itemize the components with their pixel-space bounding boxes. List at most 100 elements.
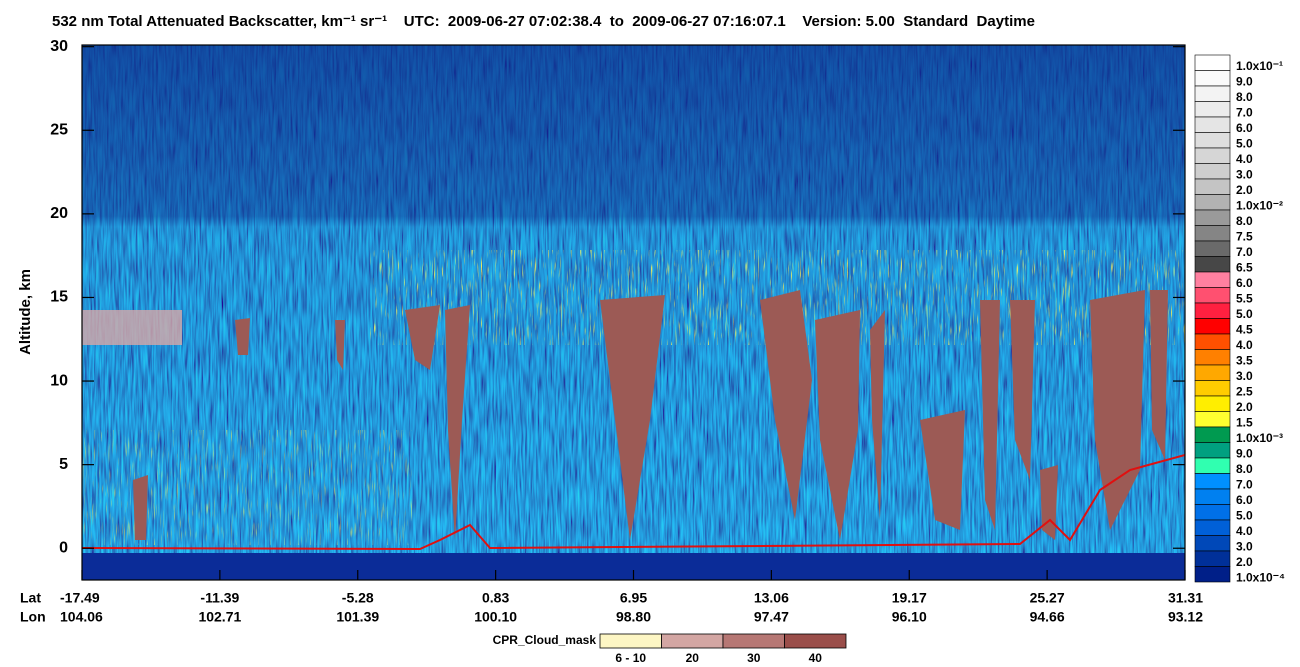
lat-label: 25.27 <box>1030 590 1065 606</box>
x-row-label: Lon <box>20 609 46 625</box>
x-row-label: Lat <box>20 590 41 606</box>
colorbar-label: 8.0 <box>1236 90 1253 104</box>
colorbar-label: 4.5 <box>1236 322 1253 336</box>
colorbar-label: 7.0 <box>1236 477 1253 491</box>
lat-label: 13.06 <box>754 590 789 606</box>
colorbar-cell <box>1194 163 1231 180</box>
lon-label: 102.71 <box>198 609 241 625</box>
y-tick-label: 15 <box>50 289 68 306</box>
lon-label: 94.66 <box>1030 609 1065 625</box>
colorbar-cell <box>1194 101 1231 118</box>
colorbar-label: 2.0 <box>1236 400 1253 414</box>
colorbar-label: 6.0 <box>1236 121 1253 135</box>
y-tick-label: 25 <box>50 121 68 138</box>
colorbar-label: 5.0 <box>1236 508 1253 522</box>
colorbar-cell <box>1194 116 1231 133</box>
colorbar-cell <box>1194 395 1231 412</box>
lon-label: 101.39 <box>336 609 379 625</box>
colorbar-label: 3.0 <box>1236 539 1253 553</box>
colorbar-cell <box>1194 488 1231 505</box>
colorbar-cell <box>1194 349 1231 366</box>
colorbar-cell <box>1194 333 1231 350</box>
colorbar-label: 5.0 <box>1236 136 1253 150</box>
colorbar-cell <box>1194 271 1231 288</box>
colorbar-cell <box>1194 318 1231 335</box>
colorbar-cell <box>1194 364 1231 381</box>
y-tick-label: 20 <box>50 205 68 222</box>
colorbar-label: 1.5 <box>1236 415 1253 429</box>
colorbar-label: 1.0x10⁻³ <box>1236 431 1283 445</box>
y-axis-label: Altitude, km <box>17 269 34 355</box>
lon-label: 97.47 <box>754 609 789 625</box>
colorbar-label: 4.0 <box>1236 524 1253 538</box>
chart-title: 532 nm Total Attenuated Backscatter, km⁻… <box>52 13 1035 30</box>
colorbar-label: 5.5 <box>1236 291 1253 305</box>
lat-label: 19.17 <box>892 590 927 606</box>
colorbar-cell <box>1194 519 1231 536</box>
colorbar-cell <box>1194 566 1231 583</box>
colorbar-label: 6.0 <box>1236 493 1253 507</box>
lat-label: 0.83 <box>482 590 509 606</box>
lon-label: 98.80 <box>616 609 651 625</box>
cpr-legend-title: CPR_Cloud_mask <box>493 633 597 647</box>
colorbar-cell <box>1194 473 1231 490</box>
lon-label: 100.10 <box>474 609 517 625</box>
colorbar-label: 7.0 <box>1236 105 1253 119</box>
lon-label: 96.10 <box>892 609 927 625</box>
colorbar-cell <box>1194 426 1231 443</box>
cpr-legend-swatch <box>722 633 785 649</box>
colorbar-label: 2.0 <box>1236 555 1253 569</box>
colorbar-cell <box>1194 178 1231 195</box>
colorbar-label: 3.5 <box>1236 353 1253 367</box>
colorbar-cell <box>1194 442 1231 459</box>
cpr-legend-label: 6 - 10 <box>615 651 646 665</box>
colorbar-label: 4.0 <box>1236 152 1253 166</box>
colorbar-label: 7.5 <box>1236 229 1253 243</box>
colorbar-label: 1.0x10⁻⁴ <box>1236 570 1285 584</box>
colorbar-label: 4.0 <box>1236 338 1253 352</box>
colorbar-cell <box>1194 287 1231 304</box>
cpr-legend-swatch <box>661 633 724 649</box>
lon-label: 104.06 <box>60 609 103 625</box>
colorbar-label: 9.0 <box>1236 74 1253 88</box>
colorbar-cell <box>1194 147 1231 164</box>
y-tick-label: 5 <box>59 456 68 473</box>
colorbar-label: 7.0 <box>1236 245 1253 259</box>
colorbar-cell <box>1194 256 1231 273</box>
colorbar-cell <box>1194 457 1231 474</box>
colorbar-cell <box>1194 504 1231 521</box>
y-tick-label: 10 <box>50 372 68 389</box>
colorbar-cell <box>1194 411 1231 428</box>
colorbar-cell <box>1194 380 1231 397</box>
colorbar-label: 6.5 <box>1236 260 1253 274</box>
lon-label: 93.12 <box>1168 609 1203 625</box>
colorbar-cell <box>1194 132 1231 149</box>
lat-label: 31.31 <box>1168 590 1203 606</box>
lat-label: 6.95 <box>620 590 647 606</box>
colorbar-label: 9.0 <box>1236 446 1253 460</box>
colorbar-label: 2.5 <box>1236 384 1253 398</box>
colorbar-label: 8.0 <box>1236 214 1253 228</box>
colorbar-cell <box>1194 85 1231 102</box>
colorbar-cell <box>1194 194 1231 211</box>
curtain-image <box>82 45 1185 580</box>
colorbar-cell <box>1194 550 1231 567</box>
y-tick-label: 30 <box>50 38 68 55</box>
colorbar-label: 3.0 <box>1236 167 1253 181</box>
colorbar-cell <box>1194 209 1231 226</box>
cpr-legend-label: 40 <box>809 651 823 665</box>
colorbar-label: 6.0 <box>1236 276 1253 290</box>
colorbar-label: 8.0 <box>1236 462 1253 476</box>
colorbar-cell <box>1194 535 1231 552</box>
cpr-legend-label: 30 <box>747 651 761 665</box>
lat-label: -5.28 <box>342 590 374 606</box>
colorbar-label: 3.0 <box>1236 369 1253 383</box>
cpr-legend-swatch <box>784 633 847 649</box>
colorbar-cell <box>1194 54 1231 71</box>
colorbar-label: 2.0 <box>1236 183 1253 197</box>
lat-label: -17.49 <box>60 590 100 606</box>
colorbar-label: 5.0 <box>1236 307 1253 321</box>
colorbar-cell <box>1194 302 1231 319</box>
colorbar-cell <box>1194 225 1231 242</box>
